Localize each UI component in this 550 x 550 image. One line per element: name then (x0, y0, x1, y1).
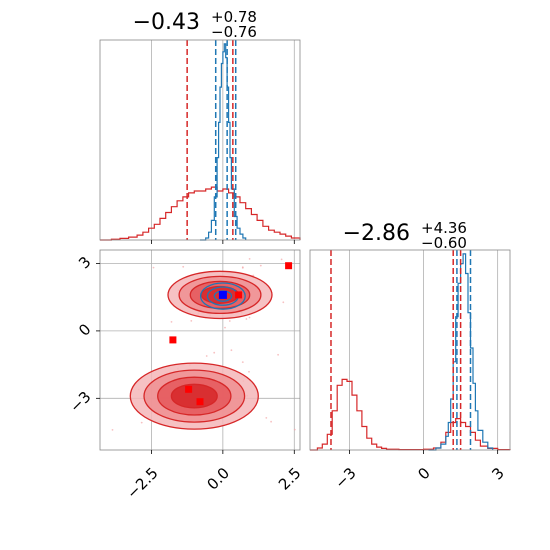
joint-sample-dot (230, 349, 233, 352)
joint-sample-dot (248, 258, 251, 260)
joint-sample-dot (170, 321, 173, 323)
joint-sample-dot (224, 326, 226, 329)
panel-param2-grid (349, 250, 499, 450)
joint-primary-point-3 (196, 398, 204, 406)
joint-sample-dot (228, 320, 231, 322)
h2-xtick-label-2: 3 (488, 464, 507, 483)
param1-quantile-lines (186, 40, 237, 240)
joint-sample-dot (205, 355, 208, 357)
joint-sample-dot (140, 421, 143, 424)
joint-secondary-contours (199, 282, 246, 310)
joint-sample-dot (241, 361, 244, 363)
joint-sample-dot (277, 353, 279, 356)
panel-param2-background (310, 250, 510, 450)
panel-param1-grid (151, 40, 295, 240)
panel-param2-histogram: −3 0 3 −2.86 +4.36 −0.60 (309, 219, 511, 492)
joint-sample-dot (265, 417, 268, 419)
param2-quantile-lines (330, 250, 472, 450)
joint-sample-dot (282, 301, 285, 304)
joint-sample-dot (259, 264, 262, 267)
joint-xtick-label-1: 0.0 (204, 464, 234, 494)
param1-title-median: −0.43 (133, 10, 200, 35)
joint-sample-dot (182, 265, 185, 268)
param2-title-plus: +4.36 (421, 219, 467, 237)
param2-title-minus: −0.60 (421, 234, 467, 252)
joint-sample-dot (111, 429, 114, 431)
param2-x-ticks: −3 0 3 (331, 450, 508, 492)
param1-title-plus: +0.78 (211, 8, 257, 26)
joint-primary-point-1 (169, 336, 177, 344)
param2-secondary-histogram (428, 253, 494, 451)
joint-sample-dot (270, 420, 272, 423)
panel-joint: −2.5 0.0 2.5 3 0 −3 (66, 249, 305, 502)
param1-title-minus: −0.76 (211, 23, 257, 41)
joint-sample-dot (213, 351, 216, 354)
joint-secondary-point (218, 290, 227, 299)
joint-x-ticks: −2.5 0.0 2.5 (123, 450, 305, 502)
joint-ytick-label-2: −3 (66, 388, 94, 416)
joint-primary-mode1-contour-3 (170, 383, 218, 409)
panel-joint-frame (99, 249, 301, 451)
param1-tick-marks (151, 240, 295, 244)
h2-xtick-label-1: 0 (414, 464, 433, 483)
joint-sample-dot (241, 266, 244, 269)
joint-sample-dot (248, 316, 251, 319)
joint-xtick-label-2: 2.5 (275, 464, 305, 494)
joint-primary-point-0 (285, 262, 293, 270)
joint-sample-dot (293, 428, 296, 431)
h2-xtick-label-0: −3 (331, 464, 359, 492)
panel-param1-background (100, 40, 300, 240)
panel-param2-frame (309, 249, 511, 451)
joint-highlighted-points (169, 262, 293, 406)
param2-title-median: −2.86 (343, 221, 410, 246)
joint-sample-dot (152, 266, 155, 269)
joint-secondary-contour-0 (199, 282, 246, 310)
joint-ytick-label-1: 0 (75, 320, 94, 339)
param1-primary-histogram (100, 186, 301, 241)
joint-primary-point-2 (185, 385, 193, 393)
joint-sample-dot (248, 370, 250, 373)
joint-sample-dot (245, 318, 248, 320)
joint-y-ticks: 3 0 −3 (66, 253, 100, 416)
joint-ytick-label-0: 3 (75, 253, 94, 272)
joint-sample-dot (280, 258, 283, 261)
joint-primary-point-4 (235, 291, 243, 299)
joint-xtick-label-0: −2.5 (123, 464, 161, 502)
param1-secondary-histogram (200, 43, 247, 241)
panel-param1-histogram: −0.43 +0.78 −0.76 (99, 8, 301, 244)
joint-sample-dot (190, 320, 193, 322)
panel-param1-frame (99, 39, 301, 241)
